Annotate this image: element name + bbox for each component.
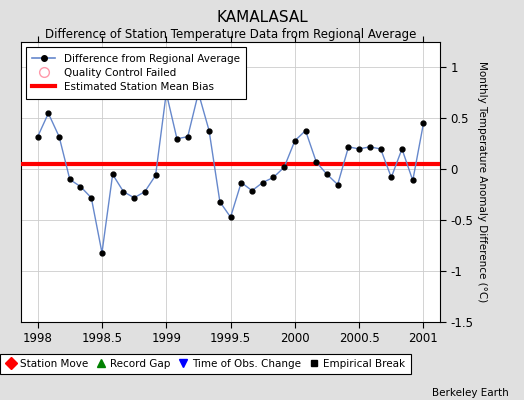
Text: Berkeley Earth: Berkeley Earth [432,388,508,398]
Legend: Station Move, Record Gap, Time of Obs. Change, Empirical Break: Station Move, Record Gap, Time of Obs. C… [0,354,411,374]
Text: KAMALASAL: KAMALASAL [216,10,308,25]
Title: Difference of Station Temperature Data from Regional Average: Difference of Station Temperature Data f… [45,28,416,41]
Y-axis label: Monthly Temperature Anomaly Difference (°C): Monthly Temperature Anomaly Difference (… [477,61,487,303]
